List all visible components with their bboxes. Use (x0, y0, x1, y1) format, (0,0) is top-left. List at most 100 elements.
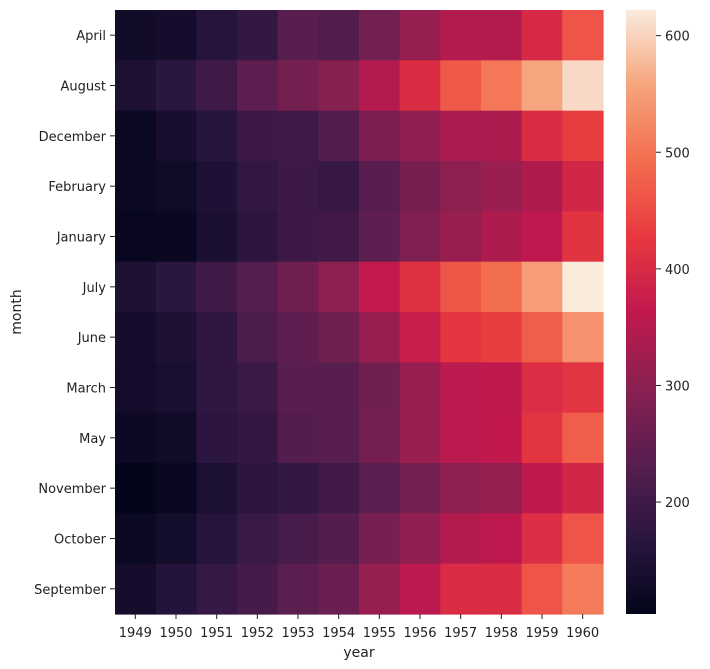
y-tick-label: March (66, 382, 106, 397)
heatmap-cell (318, 463, 360, 514)
heatmap-cell (359, 10, 401, 61)
heatmap-cell (399, 161, 441, 212)
heatmap-cells (115, 10, 604, 615)
heatmap-cell (481, 10, 523, 61)
heatmap-cell (562, 513, 604, 565)
heatmap-cell (196, 261, 238, 313)
heatmap-cell (277, 10, 319, 61)
heatmap-cell (277, 463, 319, 514)
y-tick-label: August (61, 80, 107, 95)
heatmap-cell (481, 60, 523, 112)
heatmap-cell (399, 261, 441, 313)
heatmap-cell (196, 563, 238, 615)
heatmap-cell (440, 110, 482, 162)
heatmap-cell (196, 412, 238, 464)
heatmap-cell (440, 261, 482, 313)
heatmap-cell (521, 463, 563, 514)
heatmap-cell (359, 362, 401, 414)
heatmap-cell (237, 563, 279, 615)
heatmap-cell (440, 60, 482, 112)
heatmap-cell (237, 513, 279, 565)
heatmap-cell (237, 60, 279, 112)
heatmap-cell (359, 312, 401, 363)
heatmap-cell (521, 412, 563, 464)
heatmap-cell (237, 161, 279, 212)
heatmap-cell (399, 513, 441, 565)
heatmap-cell (155, 261, 197, 313)
heatmap-cell (521, 362, 563, 414)
heatmap-cell (318, 110, 360, 162)
heatmap-cell (399, 110, 441, 162)
heatmap-cell (562, 261, 604, 313)
heatmap-cell (277, 60, 319, 112)
heatmap-cell (155, 513, 197, 565)
heatmap-cell (318, 161, 360, 212)
heatmap-cell (399, 412, 441, 464)
y-tick-label: April (76, 29, 106, 44)
x-tick-label: 1959 (525, 626, 558, 641)
heatmap-cell (399, 563, 441, 615)
y-tick-label: February (48, 180, 106, 195)
y-tick-label: May (79, 432, 106, 447)
colorbar-tick-label: 600 (665, 30, 690, 45)
heatmap-cell (277, 110, 319, 162)
heatmap-cell (115, 161, 157, 212)
heatmap-cell (155, 10, 197, 61)
heatmap-cell (359, 513, 401, 565)
heatmap-cell (318, 513, 360, 565)
heatmap-cell (277, 513, 319, 565)
heatmap-cell (115, 261, 157, 313)
heatmap-cell (359, 261, 401, 313)
heatmap-cell (481, 563, 523, 615)
heatmap-cell (237, 412, 279, 464)
heatmap-cell (196, 513, 238, 565)
heatmap-cell (521, 110, 563, 162)
heatmap-cell (521, 60, 563, 112)
heatmap-cell (521, 312, 563, 363)
y-tick-label: September (34, 583, 107, 598)
heatmap-cell (359, 211, 401, 263)
heatmap-cell (481, 362, 523, 414)
heatmap-cell (155, 312, 197, 363)
heatmap-cell (481, 463, 523, 514)
heatmap-cell (115, 60, 157, 112)
heatmap-cell (155, 110, 197, 162)
x-axis-label: year (343, 645, 374, 661)
heatmap-cell (277, 211, 319, 263)
heatmap-cell (359, 110, 401, 162)
heatmap-cell (155, 60, 197, 112)
heatmap-cell (155, 362, 197, 414)
x-tick-label: 1955 (363, 626, 396, 641)
heatmap-cell (481, 412, 523, 464)
colorbar-ticks: 200 300 400 500 600 (656, 30, 690, 511)
heatmap-cell (318, 10, 360, 61)
heatmap-cell (440, 10, 482, 61)
heatmap-cell (115, 110, 157, 162)
heatmap-cell (481, 312, 523, 363)
heatmap-cell (155, 563, 197, 615)
heatmap-cell (359, 563, 401, 615)
x-tick-label: 1956 (403, 626, 436, 641)
heatmap-cell (440, 513, 482, 565)
y-tick-label: November (38, 482, 106, 497)
y-axis-label: month (9, 289, 25, 334)
y-axis-ticks: April August December February January July Ju… (34, 29, 115, 598)
heatmap-cell (521, 261, 563, 313)
heatmap-cell (115, 10, 157, 61)
heatmap-cell (562, 563, 604, 615)
heatmap-cell (481, 261, 523, 313)
heatmap-cell (115, 563, 157, 615)
heatmap-cell (399, 312, 441, 363)
x-tick-label: 1958 (485, 626, 518, 641)
heatmap-cell (318, 211, 360, 263)
heatmap-cell (359, 463, 401, 514)
heatmap-cell (277, 563, 319, 615)
heatmap-cell (196, 161, 238, 212)
heatmap-cell (440, 563, 482, 615)
heatmap-cell (237, 261, 279, 313)
heatmap-cell (399, 211, 441, 263)
heatmap-cell (115, 412, 157, 464)
heatmap-cell (318, 60, 360, 112)
heatmap-cell (359, 412, 401, 464)
